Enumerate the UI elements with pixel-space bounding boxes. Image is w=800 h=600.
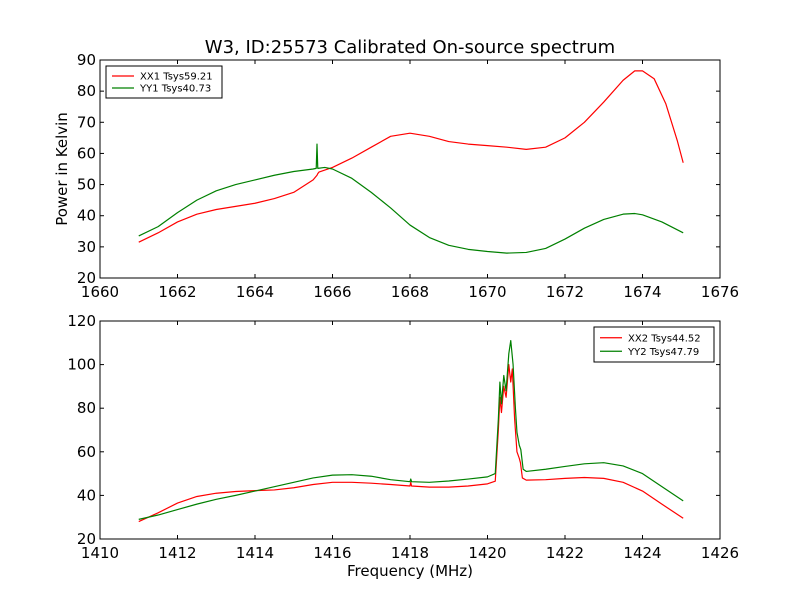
x-tick-label: 1672	[546, 283, 584, 301]
series-line-yy2	[138, 340, 684, 520]
y-tick-label: 40	[77, 207, 96, 225]
legend-box	[593, 326, 715, 363]
x-tick-label: 1670	[468, 283, 506, 301]
top-subplot-xx1-yy1: 1660 1662 1664 1666 1668 1670 1672 1674 1676 20 30…	[53, 51, 739, 301]
y-tick-label: 40	[77, 486, 96, 504]
y-tick-label: 50	[77, 176, 96, 194]
legend-label: XX2 Tsys44.52	[628, 333, 701, 344]
x-tick-label: 1420	[468, 544, 506, 562]
y-tick-label: 80	[77, 82, 96, 100]
x-tick-label: 1426	[701, 544, 739, 562]
bottom-subplot-xx2-yy2: 1410 1412 1414 1416 1418 1420 1422 1424 1426 20 40…	[67, 312, 739, 580]
x-tick-label: 1668	[391, 283, 429, 301]
y-tick-label: 20	[77, 530, 96, 548]
legend-label: YY2 Tsys47.79	[627, 347, 699, 358]
figure-title: W3, ID:25573 Calibrated On-source spectr…	[205, 37, 615, 58]
x-tick-label: 1676	[701, 283, 739, 301]
y-tick-label: 20	[77, 269, 96, 287]
x-tick-label: 1662	[158, 283, 196, 301]
x-tick-label: 1422	[546, 544, 584, 562]
series-line-yy1	[138, 143, 684, 254]
x-tick-label: 1410	[81, 544, 119, 562]
legend-label: YY1 Tsys40.73	[139, 84, 211, 95]
y-tick-label: 60	[77, 443, 96, 461]
y-tick-label: 100	[67, 356, 96, 374]
x-tick-label: 1666	[313, 283, 351, 301]
x-tick-label: 1664	[236, 283, 274, 301]
y-tick-label: 120	[67, 312, 96, 330]
x-tick-label: 1674	[623, 283, 661, 301]
x-tick-label: 1414	[236, 544, 274, 562]
legend-label: XX1 Tsys59.21	[140, 72, 213, 83]
x-tick-label: 1412	[158, 544, 196, 562]
y-tick-label: 90	[77, 51, 96, 69]
legend-box	[105, 65, 223, 99]
x-tick-label: 1416	[313, 544, 351, 562]
y-tick-label: 30	[77, 238, 96, 256]
x-axis-label: Frequency (MHz)	[347, 562, 473, 580]
y-tick-label: 80	[77, 399, 96, 417]
y-tick-label: 60	[77, 144, 96, 162]
x-tick-label: 1660	[81, 283, 119, 301]
y-axis-label: Power in Kelvin	[53, 112, 71, 226]
y-tick-label: 70	[77, 113, 96, 131]
x-tick-label: 1418	[391, 544, 429, 562]
series-line-xx1	[138, 70, 684, 243]
legend: XX2 Tsys44.52 YY2 Tsys47.79	[593, 326, 715, 363]
x-tick-label: 1424	[623, 544, 661, 562]
